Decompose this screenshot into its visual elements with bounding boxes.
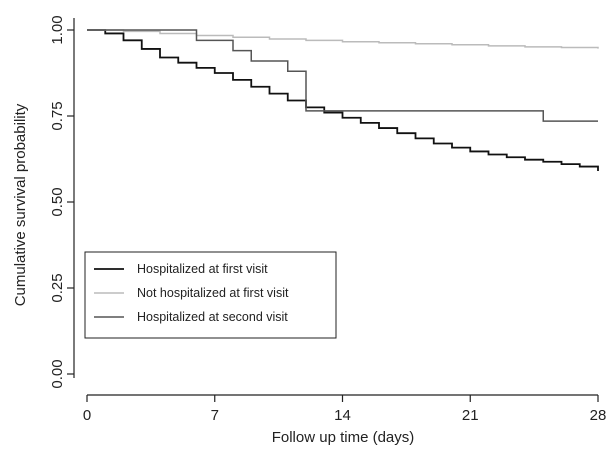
series-line-3 xyxy=(87,29,598,122)
series-lines xyxy=(87,29,599,172)
legend-box xyxy=(84,251,337,339)
legend-label: Hospitalized at first visit xyxy=(137,262,268,276)
y-tick-label: 1.00 xyxy=(49,15,66,44)
x-tick-label: 21 xyxy=(462,407,479,424)
legend-label: Not hospitalized at first visit xyxy=(137,286,289,300)
y-tick-label: 0.75 xyxy=(49,101,66,130)
x-tick-label: 28 xyxy=(590,407,607,424)
legend-label: Hospitalized at second visit xyxy=(137,310,288,324)
x-tick-label: 7 xyxy=(211,407,219,424)
axes: 0 7 14 21 28 0.00 0.25 0.50 0.75 1.00 xyxy=(49,15,606,424)
y-tick-label: 0.00 xyxy=(49,359,66,388)
x-axis-title: Follow up time (days) xyxy=(272,429,415,446)
y-tick-label: 0.50 xyxy=(49,187,66,216)
x-tick-label: 0 xyxy=(83,407,91,424)
y-axis-title: Cumulative survival probability xyxy=(12,103,29,306)
x-tick-label: 14 xyxy=(334,407,351,424)
legend: Hospitalized at first visit Not hospitali… xyxy=(84,251,337,339)
series-line-1 xyxy=(87,29,599,172)
series-line-2 xyxy=(87,29,599,49)
y-tick-label: 0.25 xyxy=(49,273,66,302)
